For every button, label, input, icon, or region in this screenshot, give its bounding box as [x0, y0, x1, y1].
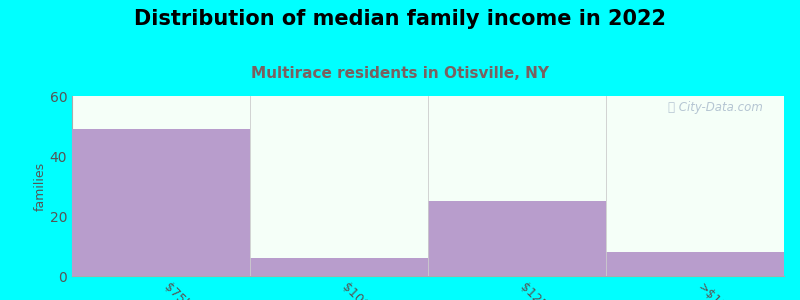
Bar	[428, 201, 606, 276]
Bar	[606, 252, 784, 276]
Text: Multirace residents in Otisville, NY: Multirace residents in Otisville, NY	[251, 66, 549, 81]
Y-axis label: families: families	[34, 161, 46, 211]
Bar	[606, 96, 784, 252]
Bar	[250, 96, 428, 258]
Text: ⓘ City-Data.com: ⓘ City-Data.com	[668, 101, 762, 114]
Bar	[428, 96, 606, 201]
Bar	[72, 129, 250, 276]
Bar	[72, 96, 250, 129]
Text: Distribution of median family income in 2022: Distribution of median family income in …	[134, 9, 666, 29]
Bar	[250, 258, 428, 276]
